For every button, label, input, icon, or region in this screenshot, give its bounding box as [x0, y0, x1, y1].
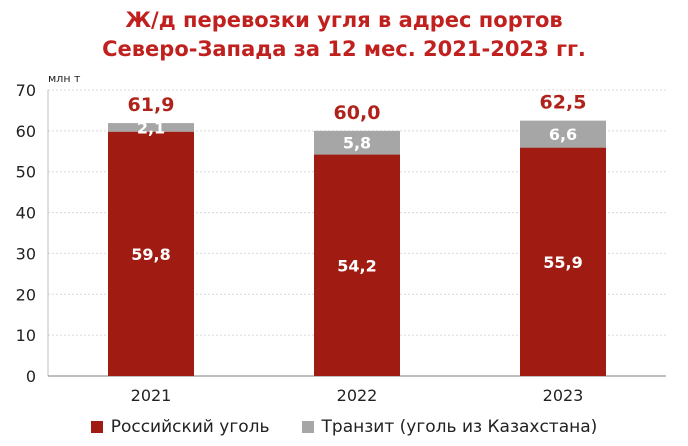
- x-tick-label: 2023: [543, 386, 584, 405]
- total-label: 61,9: [128, 94, 175, 116]
- chart-title: Ж/д перевозки угля в адрес портов Северо…: [0, 6, 688, 64]
- legend-item-russian: Российский уголь: [90, 417, 270, 437]
- y-tick-label: 20: [16, 285, 36, 304]
- legend: Российский уголь Транзит (уголь из Казах…: [0, 414, 688, 440]
- bar-transit: [520, 120, 606, 148]
- chart-title-line1: Ж/д перевозки угля в адрес портов: [125, 8, 563, 32]
- y-tick-label: 50: [16, 163, 36, 182]
- y-tick-label: 30: [16, 244, 36, 263]
- y-tick-label: 10: [16, 326, 36, 345]
- chart-title-line2: Северо-Запада за 12 мес. 2021-2023 гг.: [102, 37, 586, 61]
- y-tick-label: 40: [16, 204, 36, 223]
- legend-swatch-russian: [90, 421, 103, 433]
- data-label-russian: 55,9: [543, 253, 582, 272]
- bar-transit: [314, 130, 400, 155]
- y-tick-label: 70: [16, 81, 36, 100]
- x-tick-label: 2022: [337, 386, 378, 405]
- bar-russian: [108, 131, 194, 376]
- bar-russian: [520, 147, 606, 376]
- bar-russian: [314, 154, 400, 376]
- data-label-transit: 6,6: [549, 125, 577, 144]
- total-label: 60,0: [334, 102, 381, 124]
- bar-chart: 0 10 20 30 40 50 60 70 млн т 59,8 2,1 61,9 2021 54,2 5…: [16, 72, 666, 405]
- x-tick-label: 2021: [131, 386, 172, 405]
- bar-transit: [108, 123, 194, 132]
- legend-label-russian: Российский уголь: [110, 417, 270, 437]
- legend-swatch-transit: [301, 421, 314, 433]
- data-label-russian: 54,2: [337, 256, 376, 275]
- total-label: 62,5: [540, 92, 587, 114]
- y-tick-label: 0: [26, 367, 36, 386]
- data-label-transit: 2,1: [137, 118, 165, 137]
- legend-item-transit: Транзит (уголь из Казахстана): [301, 417, 598, 437]
- data-label-russian: 59,8: [131, 245, 170, 264]
- legend-label-transit: Транзит (уголь из Казахстана): [321, 417, 598, 437]
- y-tick-label: 60: [16, 122, 36, 141]
- y-unit-label: млн т: [48, 72, 81, 85]
- data-label-transit: 5,8: [343, 134, 371, 153]
